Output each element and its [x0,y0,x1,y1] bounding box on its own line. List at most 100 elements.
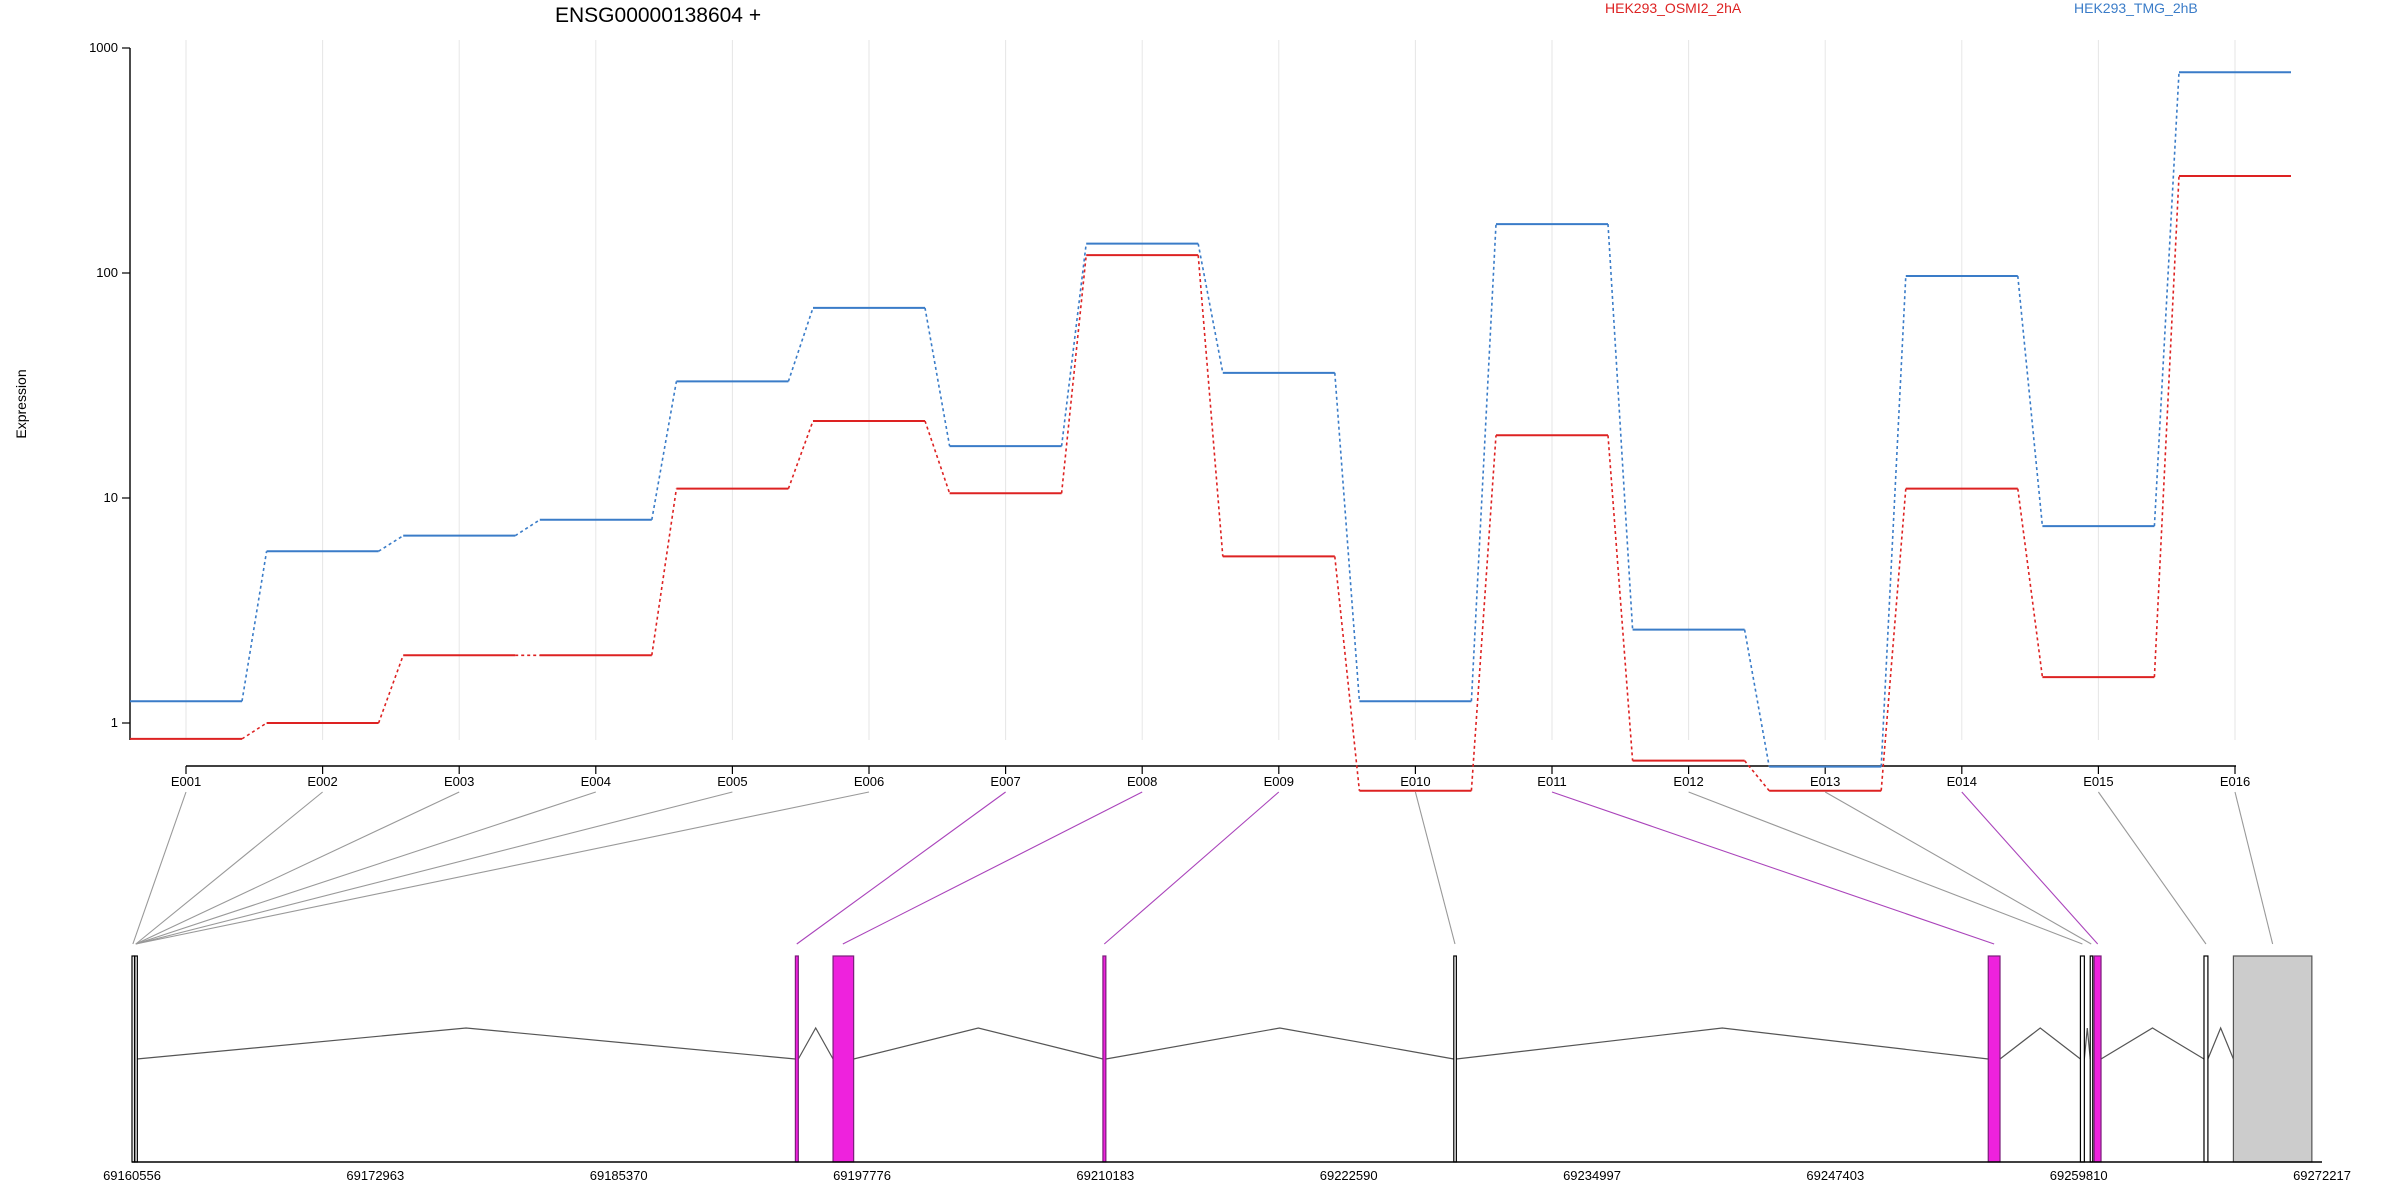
legend-entry-series-1: HEK293_OSMI2_2hA [1605,0,1742,16]
connector-E005 [135,791,733,945]
transition-segment [1334,372,1361,702]
genomic-tick-label: 69210183 [1076,1168,1134,1183]
exon-connector-lines [132,791,2274,945]
connector-E013 [1824,791,2092,945]
x-tick-label: E011 [1537,774,1566,789]
connector-E012 [1688,791,2083,945]
y-tick-label: 100 [96,265,118,280]
series-2 [130,71,2291,768]
gene-model [131,955,2322,1163]
exon-box-E007 [794,955,799,1163]
transition-segment [1607,435,1634,761]
x-tick-label: E004 [581,774,611,789]
intron-line [2083,1027,2091,1060]
x-tick-label: E007 [990,774,1020,789]
x-tick-label: E001 [171,774,201,789]
transition-segment [1470,224,1497,702]
genomic-tick-label: 69160556 [103,1168,161,1183]
x-axis: E001 E002 E003 E004 E005 E006 E007 E008 E009 E010… [171,766,2250,789]
transition-segment [924,420,951,494]
transition-segment [2017,488,2044,678]
exon-box-E010 [1453,955,1457,1163]
transition-segment [378,535,404,552]
transition-segment [1197,243,1224,373]
intron-line [1999,1027,2081,1060]
connector-E014 [1961,791,2099,945]
connector-E007 [796,791,1006,945]
connector-E015 [2097,791,2207,945]
genomic-tick-label: 69259810 [2050,1168,2108,1183]
exon-box-E016 [2232,955,2313,1163]
exon-box-E014 [2093,955,2102,1163]
exon-box-E011 [1987,955,2001,1163]
genomic-tick-label: 69272217 [2293,1168,2351,1183]
transition-segment [1743,760,1770,792]
transition-segment [1197,255,1224,557]
transition-segment [2153,175,2180,678]
intron-line [1456,1027,1989,1060]
y-tick-label: 10 [104,490,118,505]
transition-segment [1334,556,1361,791]
transition-segment [377,654,404,724]
connector-E001 [132,791,187,945]
transition-segment [1880,488,1907,791]
intron-line [1105,1027,1454,1060]
y-axis: 1 10 100 1000 [89,40,130,730]
exon-box-E009 [1102,955,1107,1163]
exon-box-E008 [832,955,855,1163]
exon-box-E013 [2089,955,2094,1163]
vertical-gridlines [185,40,2236,740]
y-tick-label: 1 [111,715,118,730]
transition-segment [787,307,814,382]
connector-E004 [135,791,596,945]
intron-line [2207,1026,2234,1060]
transition-segment [1060,243,1087,447]
x-tick-label: E009 [1264,774,1294,789]
series-1 [130,174,2291,792]
x-tick-label: E016 [2220,774,2250,789]
connector-E009 [1103,791,1280,945]
x-tick-label: E005 [717,774,747,789]
x-tick-label: E015 [2083,774,2113,789]
genomic-tick-label: 69222590 [1320,1168,1378,1183]
transition-segment [2017,275,2044,527]
connector-E010 [1414,791,1456,945]
x-tick-label: E012 [1673,774,1703,789]
y-axis-label: Expression [13,369,29,438]
transition-segment [2153,72,2180,527]
exon-box-E002-E006 [134,955,138,1163]
genomic-tick-label: 69185370 [590,1168,648,1183]
connector-E016 [2234,791,2274,945]
legend-entry-series-2: HEK293_TMG_2hB [2074,0,2198,16]
x-tick-label: E013 [1810,774,1840,789]
intron-line [853,1027,1104,1060]
x-tick-label: E008 [1127,774,1157,789]
chart-title: ENSG00000138604 + [555,4,761,27]
series-lines [130,71,2291,792]
transition-segment [241,551,268,702]
exon-box-E015 [2203,955,2209,1163]
transition-segment [924,307,951,447]
transition-segment [1880,275,1907,767]
transition-segment [651,381,678,520]
exon-box-E001 [131,955,136,1163]
x-tick-label: E002 [307,774,337,789]
transition-segment [1607,224,1634,630]
connector-E006 [135,791,870,945]
genomic-tick-label: 69172963 [346,1168,404,1183]
genomic-coordinate-axis: 69160556 69172963 69185370 69197776 69210183… [103,1168,2351,1183]
transition-segment [1470,435,1497,791]
x-tick-label: E014 [1947,774,1977,789]
x-tick-label: E003 [444,774,474,789]
intron-line [797,1026,834,1060]
genomic-tick-label: 69234997 [1563,1168,1621,1183]
y-tick-label: 1000 [89,40,118,55]
connector-E011 [1551,791,1995,945]
x-tick-label: E010 [1400,774,1430,789]
exon-box-E012 [2079,955,2085,1163]
connector-E002 [135,791,323,945]
transition-segment [787,420,814,489]
transition-segment [1743,629,1770,767]
intron-line [2100,1027,2205,1060]
